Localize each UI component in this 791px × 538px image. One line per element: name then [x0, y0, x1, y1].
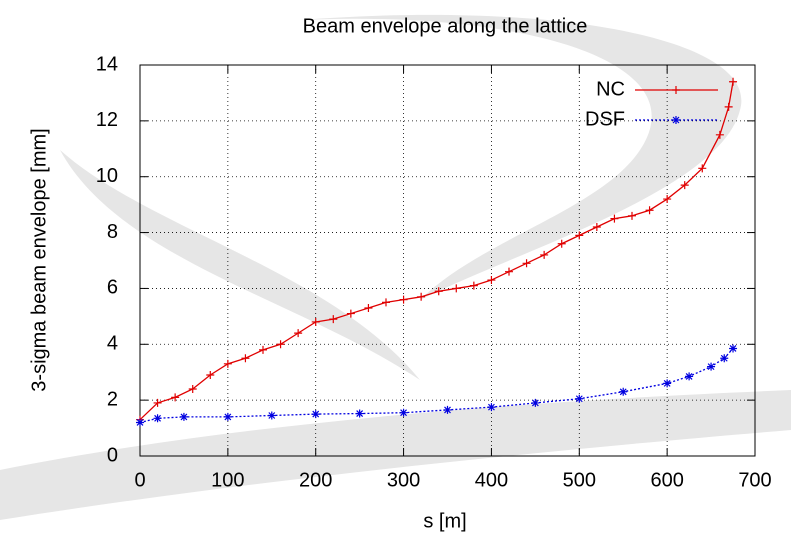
data-point: [557, 239, 566, 248]
legend-label: DSF: [585, 108, 625, 130]
data-point: [592, 222, 601, 231]
data-point: [729, 77, 738, 86]
data-point: [698, 164, 707, 173]
data-point: [707, 362, 716, 371]
x-tick-label: 700: [738, 469, 771, 491]
data-point: [267, 411, 276, 420]
data-point: [540, 250, 549, 259]
data-point: [382, 298, 390, 307]
data-point: [223, 412, 232, 421]
data-point: [575, 231, 584, 240]
data-point: [469, 281, 478, 290]
x-tick-label: 600: [650, 469, 683, 491]
y-tick-label: 4: [107, 333, 118, 355]
data-point: [720, 354, 729, 363]
y-tick-label: 6: [107, 277, 118, 299]
x-tick-label: 200: [299, 469, 332, 491]
x-tick-label: 300: [387, 469, 420, 491]
data-point: [399, 295, 408, 304]
data-point: [259, 345, 267, 354]
data-point: [311, 410, 320, 419]
data-point: [628, 211, 636, 220]
legend-marker: [672, 86, 680, 94]
data-point: [355, 409, 364, 418]
chart-title: Beam envelope along the lattice: [303, 15, 588, 37]
data-point: [487, 403, 496, 412]
data-point: [443, 405, 452, 414]
data-point: [153, 398, 162, 407]
data-point: [294, 329, 303, 338]
data-point: [663, 379, 672, 388]
x-tick-label: 0: [134, 469, 145, 491]
y-tick-label: 10: [96, 165, 118, 187]
data-point: [179, 412, 188, 421]
data-point: [685, 372, 694, 381]
data-point: [188, 384, 197, 393]
data-point: [729, 344, 738, 353]
data-point: [434, 287, 443, 296]
data-point: [223, 359, 232, 368]
x-tick-label: 100: [211, 469, 244, 491]
data-point: [311, 317, 320, 326]
data-point: [417, 292, 426, 301]
data-point: [610, 214, 619, 223]
y-tick-label: 14: [96, 53, 118, 75]
y-tick-label: 2: [107, 388, 118, 410]
background-swoosh: [0, 14, 791, 520]
x-tick-label: 500: [563, 469, 596, 491]
data-point: [206, 371, 215, 380]
y-axis-label: 3-sigma beam envelope [mm]: [28, 128, 50, 391]
data-point: [153, 414, 162, 423]
data-point: [645, 206, 654, 215]
x-tick-label: 400: [475, 469, 508, 491]
plot-frame: [139, 64, 756, 457]
data-point: [346, 309, 355, 318]
data-point: [522, 259, 531, 268]
legend-label: NC: [596, 78, 625, 100]
data-point: [663, 195, 672, 204]
data-point: [452, 284, 461, 293]
data-point: [399, 408, 408, 417]
data-point: [241, 354, 250, 363]
legend-marker: [672, 116, 680, 124]
series-line: [139, 348, 734, 424]
data-point: [136, 418, 144, 427]
data-point: [505, 267, 513, 276]
data-point: [487, 276, 496, 285]
data-point: [680, 181, 689, 190]
y-tick-label: 12: [96, 109, 118, 131]
x-axis-label: s [m]: [423, 510, 466, 532]
series-line: [139, 81, 734, 421]
data-point: [329, 315, 338, 324]
data-point: [171, 393, 180, 402]
y-tick-label: 0: [107, 444, 118, 466]
data-point: [715, 130, 724, 139]
data-point: [619, 387, 628, 396]
data-point: [531, 398, 540, 407]
data-point: [724, 102, 733, 111]
data-point: [364, 303, 373, 312]
data-point: [575, 394, 584, 403]
data-point: [276, 340, 285, 349]
y-tick-label: 8: [107, 221, 118, 243]
